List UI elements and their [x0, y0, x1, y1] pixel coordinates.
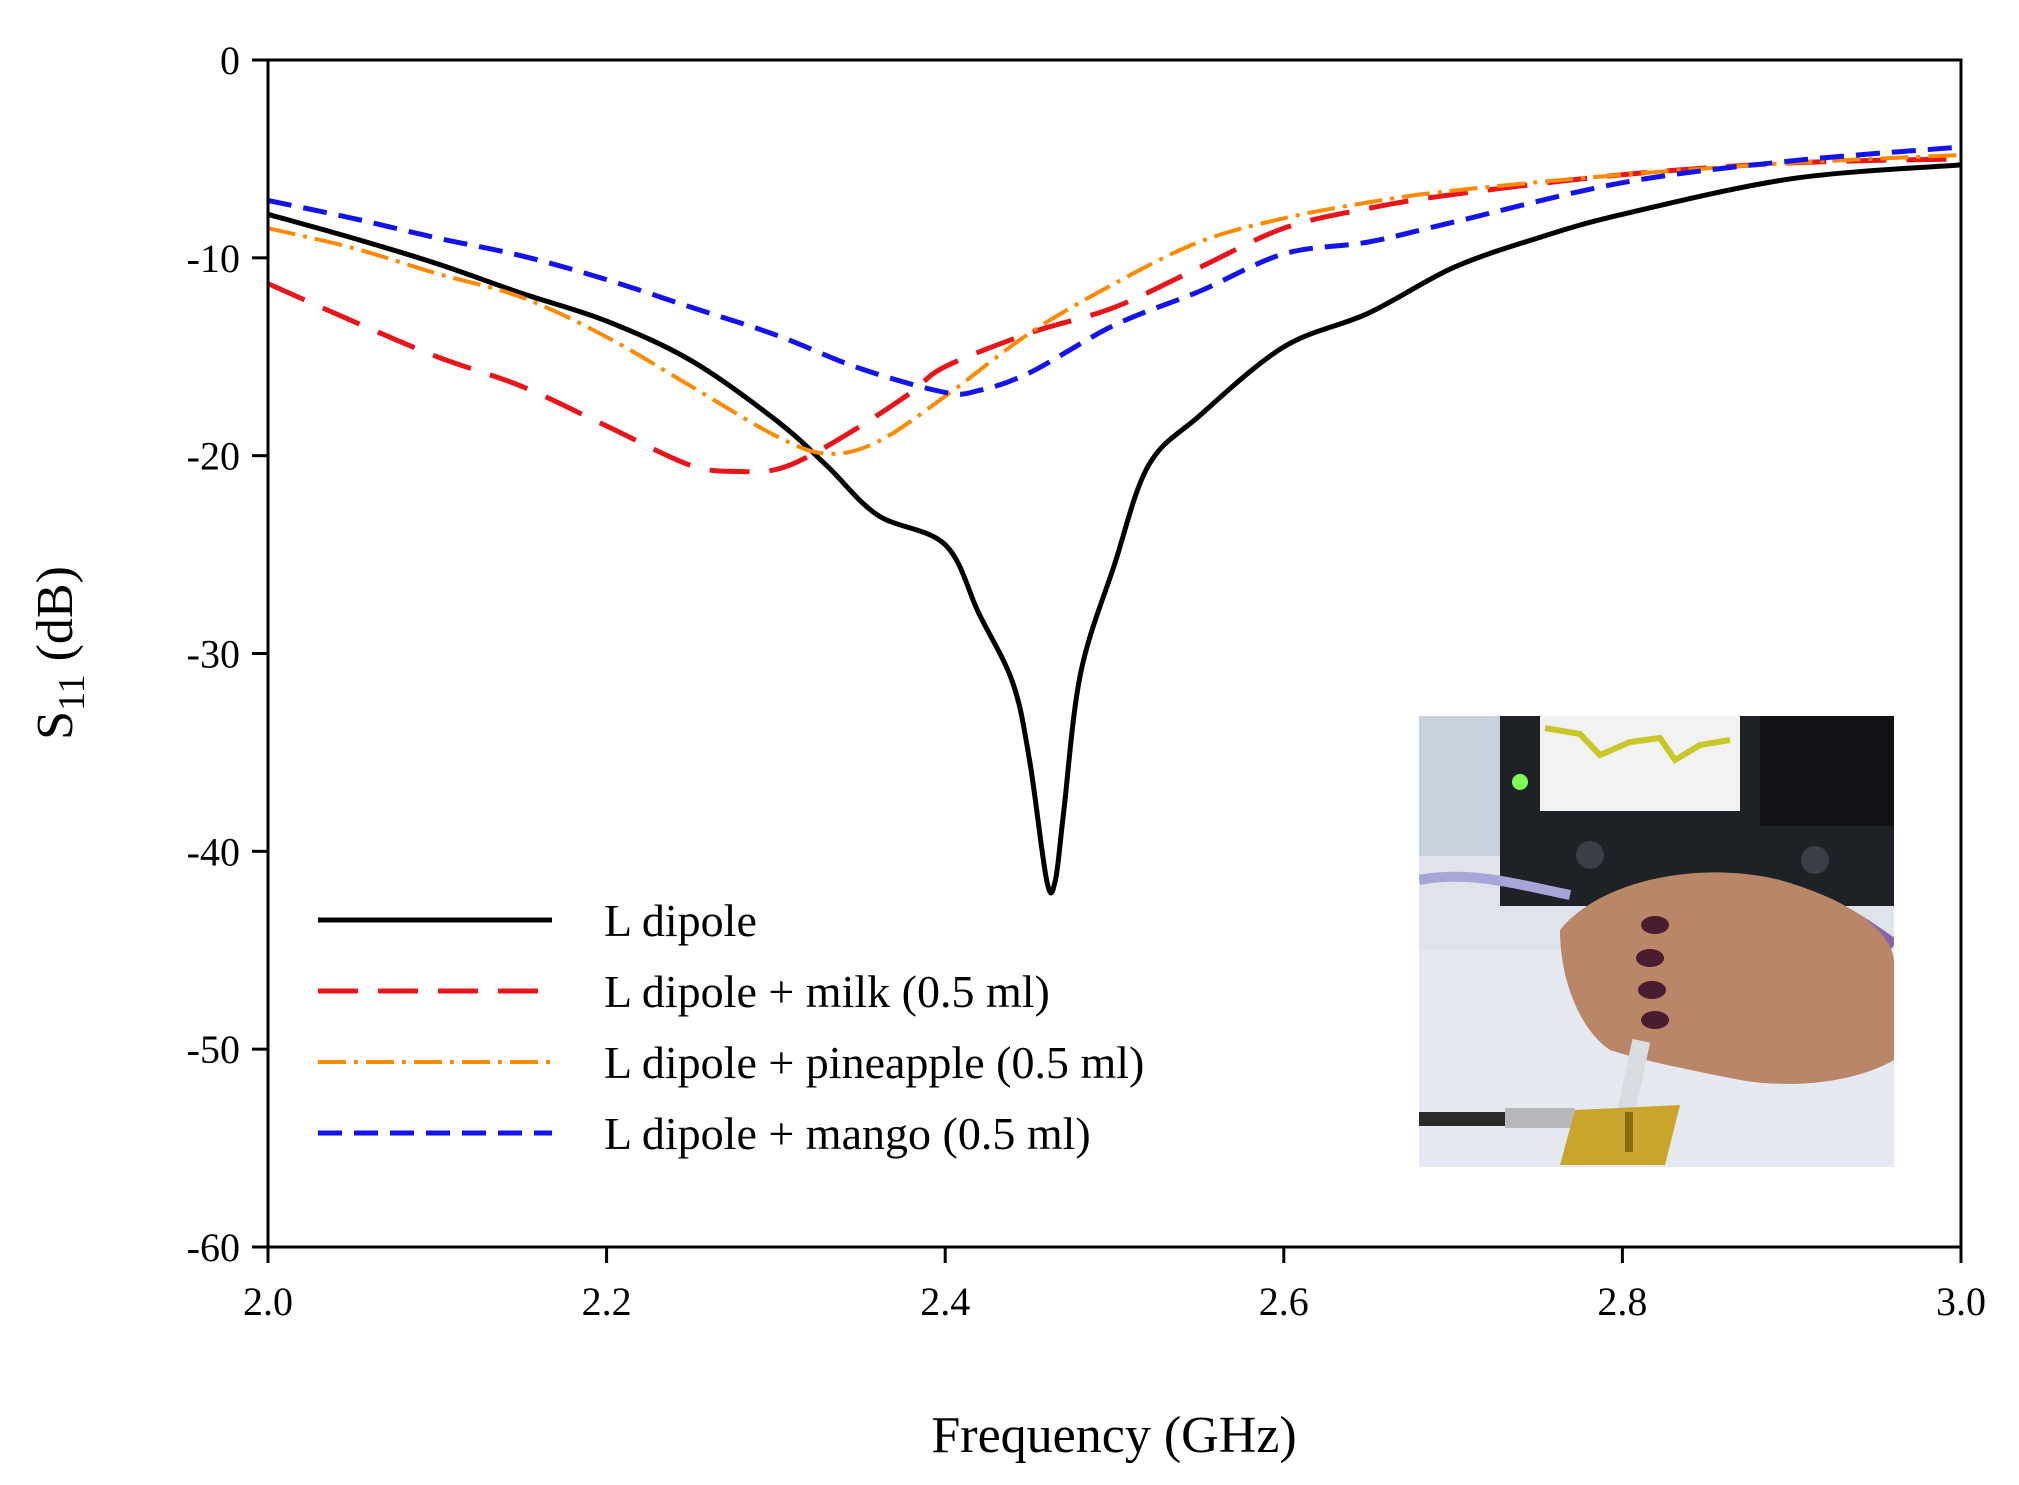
x-tick-label: 3.0: [1936, 1279, 1986, 1324]
series-line-3: [267, 144, 1962, 397]
x-tick-label: 2.2: [582, 1279, 632, 1324]
x-tick-label: 2.8: [1597, 1279, 1647, 1324]
y-tick-label: -50: [187, 1027, 240, 1072]
y-tick-label: -30: [187, 632, 240, 677]
legend: L dipole L dipole + milk (0.5 ml) L dipo…: [318, 895, 1144, 1159]
y-tick-label: -40: [187, 829, 240, 874]
axis-ticks: 2.0 2.2 2.4 2.6 2.8 3.0 0 -10 -20 -30 -40 -50 -60: [187, 38, 1986, 1324]
y-tick-label: -20: [187, 434, 240, 479]
inset-photo: [1419, 716, 1894, 1167]
x-tick-label: 2.6: [1259, 1279, 1309, 1324]
x-axis-title: Frequency (GHz): [931, 1407, 1296, 1464]
legend-label-mango: L dipole + mango (0.5 ml): [604, 1108, 1091, 1159]
legend-label-pineapple: L dipole + pineapple (0.5 ml): [604, 1037, 1144, 1088]
y-tick-label: 0: [220, 38, 240, 83]
y-axis-title-unit: (dB): [27, 566, 84, 674]
y-axis-title: S11 (dB): [27, 566, 93, 740]
y-axis-title-main: S: [27, 711, 84, 740]
series-line-1: [266, 156, 1962, 475]
legend-label-milk: L dipole + milk (0.5 ml): [604, 966, 1050, 1017]
series-line-2: [267, 153, 1962, 456]
series-layer: [266, 144, 1962, 896]
legend-label-l-dipole: L dipole: [604, 895, 757, 946]
x-tick-label: 2.0: [243, 1279, 293, 1324]
y-tick-label: -60: [187, 1225, 240, 1270]
plot-frame: [266, 58, 1963, 1249]
y-tick-label: -10: [187, 236, 240, 281]
series-line-0: [267, 162, 1962, 896]
y-axis-title-sub: 11: [51, 674, 93, 711]
x-tick-label: 2.4: [920, 1279, 970, 1324]
